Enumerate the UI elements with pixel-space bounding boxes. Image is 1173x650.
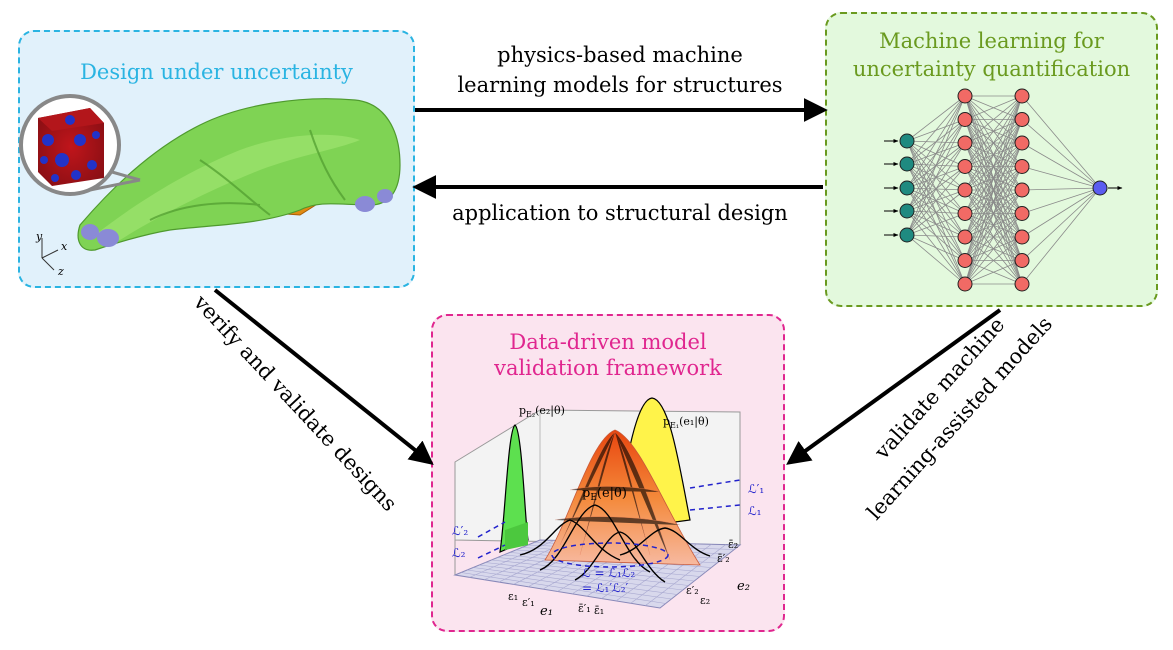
input-neuron xyxy=(899,227,915,243)
validation-box-title-line1: Data-driven model xyxy=(509,330,707,354)
hidden-neuron-layer2 xyxy=(1014,112,1030,127)
pdf-surface-plot xyxy=(453,397,742,609)
hidden-neuron-layer2 xyxy=(1014,182,1030,198)
e1-axis-label: e₁ xyxy=(540,604,553,619)
hidden-neuron-layer2 xyxy=(1014,135,1030,151)
bottom-arrow-label: application to structural design xyxy=(452,201,788,225)
hidden-neuron-layer1 xyxy=(957,182,973,198)
hidden-neuron-layer1 xyxy=(957,159,973,174)
hidden-neuron-layer2 xyxy=(1014,253,1030,268)
eps1-prime-tick: ε′₁ xyxy=(522,596,535,609)
input-neuron xyxy=(899,203,915,219)
eps2-prime-bar-tick: ε̄′₂ xyxy=(717,552,730,565)
ml-box-title-line1: Machine learning for xyxy=(879,29,1104,53)
top-arrow-label-line1: physics-based machine xyxy=(497,43,743,67)
pdf-e1-label: pE₁(e₁|θ) xyxy=(663,415,709,430)
hidden-neuron-layer1 xyxy=(957,112,973,127)
hidden-neuron-layer1 xyxy=(957,206,973,221)
hidden-neuron-layer1 xyxy=(957,253,973,268)
likelihood-l2-prime-label: ℒ′₂ xyxy=(452,524,468,538)
likelihood-product-line2: = ℒ₁′ℒ₂′ xyxy=(582,581,629,595)
hidden-neuron-layer1 xyxy=(957,135,973,151)
hidden-neuron-layer2 xyxy=(1014,229,1030,245)
pdf-e2-label: pE₂(e₂|θ) xyxy=(519,404,565,419)
coordinate-axes xyxy=(41,238,59,271)
pdf-main-label: pE(e|θ) xyxy=(582,486,627,503)
hidden-neuron-layer2 xyxy=(1014,276,1030,292)
validation-box-title-line2: validation framework xyxy=(494,356,722,380)
microstructure-magnifier xyxy=(19,94,141,196)
eps1-prime-bar-tick: ε̄′₁ xyxy=(578,602,591,615)
eps1-bar-tick: ε̄₁ xyxy=(594,604,604,617)
ml-box-title-line2: uncertainty quantification xyxy=(852,57,1131,81)
hidden-neuron-layer1 xyxy=(957,88,973,104)
likelihood-product-line1: ℒ = ℒ₁ℒ₂ xyxy=(582,566,635,580)
arrow-design-to-validation xyxy=(213,288,434,465)
eps1-tick: ε₁ xyxy=(508,590,518,603)
hidden-neuron-layer2 xyxy=(1014,206,1030,221)
axis-y-label: y xyxy=(35,230,43,243)
e2-axis-label: e₂ xyxy=(737,579,750,594)
axis-z-label: z xyxy=(57,265,64,278)
eps2-tick: ε₂ xyxy=(700,594,710,607)
design-box-title: Design under uncertainty xyxy=(80,60,353,84)
likelihood-l2-label: ℒ₂ xyxy=(452,546,466,560)
hidden-neuron-layer1 xyxy=(957,276,973,292)
arrow-ml-to-validation xyxy=(786,308,1002,465)
axis-x-label: x xyxy=(61,240,68,253)
likelihood-l1-prime-label: ℒ′₁ xyxy=(748,482,764,496)
eps2-bar-tick: ε̄₂ xyxy=(728,538,738,551)
top-arrow-label-line2: learning models for structures xyxy=(457,73,783,97)
input-neuron xyxy=(899,156,915,172)
hidden-neuron-layer1 xyxy=(957,229,973,245)
hidden-neuron-layer2 xyxy=(1014,159,1030,174)
neural-network xyxy=(884,88,1123,292)
likelihood-l1-label: ℒ₁ xyxy=(748,504,761,518)
hidden-neuron-layer2 xyxy=(1014,88,1030,104)
structural-part-illustration xyxy=(77,98,401,251)
output-neuron xyxy=(1092,180,1108,196)
input-neuron xyxy=(899,133,915,149)
eps2-prime-tick: ε′₂ xyxy=(686,584,699,597)
input-neuron xyxy=(899,180,915,196)
